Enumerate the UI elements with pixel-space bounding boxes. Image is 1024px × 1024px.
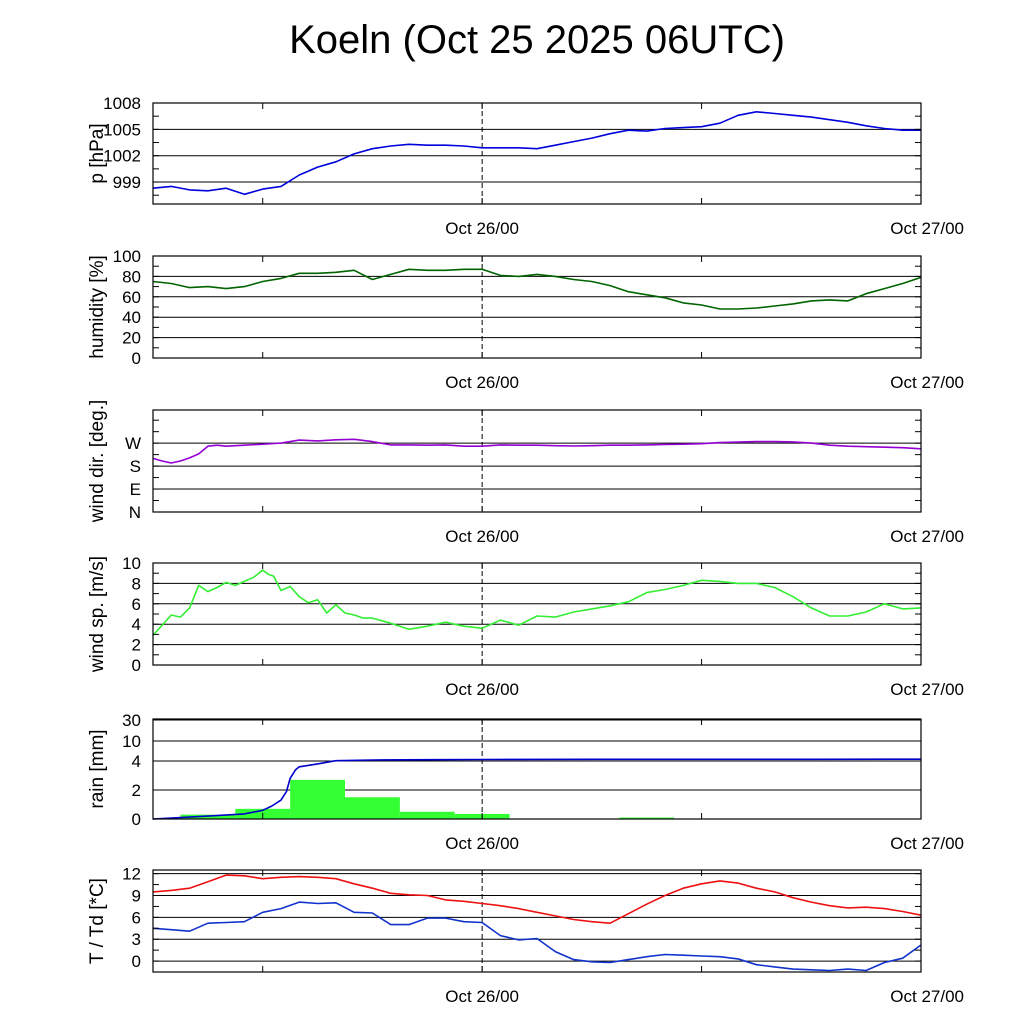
pressure-ytick-label: 1002: [103, 147, 141, 166]
humidity-series-line: [152, 268, 922, 310]
pressure-xtick-label: Oct 26/00: [445, 219, 519, 238]
humidity-axis-label: humidity [%]: [87, 255, 108, 358]
rain-xtick-label: Oct 26/00: [445, 834, 519, 853]
temperature-axis-label: T / Td [*C]: [87, 878, 108, 964]
pressure-series-line: [152, 111, 921, 196]
temperature-ytick-label: 6: [132, 908, 141, 927]
rain-ytick-label: 10: [122, 732, 141, 751]
temperature-ytick-label: 12: [122, 865, 141, 884]
wind_speed-ytick-label: 0: [132, 656, 141, 675]
rain-xtick-label: Oct 27/00: [890, 834, 964, 853]
accumulated-rain-series-line: [152, 758, 922, 820]
temperature-xtick-label: Oct 26/00: [445, 987, 519, 1006]
wind_dir-plot-frame: [152, 409, 922, 513]
humidity-xtick-label: Oct 27/00: [890, 373, 964, 392]
wind_dir-ytick-label: S: [130, 457, 141, 476]
td-series-line: [152, 901, 922, 972]
wind_speed-ytick-label: 8: [132, 574, 141, 593]
temperature-xtick-label: Oct 27/00: [890, 987, 964, 1006]
wind_speed-ytick-label: 10: [122, 554, 141, 573]
chart-title: Koeln (Oct 25 2025 06UTC): [289, 18, 785, 62]
wind_speed-panel: 02 46 810 Oct 26/00 Oct 27/00 wind sp. [m/s]: [87, 554, 964, 699]
temperature-plot-frame: [152, 869, 922, 973]
wind_speed-ytick-label: 2: [132, 636, 141, 655]
temperature-ytick-label: 3: [132, 930, 141, 949]
wind_dir-axis-label: wind dir. [deg.]: [87, 400, 108, 524]
wind-direction-series-line: [152, 438, 922, 464]
wind_speed-ytick-label: 4: [132, 615, 141, 634]
wind_speed-xtick-label: Oct 27/00: [890, 680, 964, 699]
wind_speed-plot-frame: [152, 562, 922, 666]
wind_speed-axis-label: wind sp. [m/s]: [87, 556, 108, 673]
pressure-panel: 999 1002 1005 1008 Oct 26/00 Oct 27/00 p [hPa]: [87, 94, 964, 238]
humidity-ytick-label: 20: [122, 329, 141, 348]
wind_speed-xtick-label: Oct 26/00: [445, 680, 519, 699]
pressure-ytick-label: 999: [113, 173, 141, 192]
rain-panel: 0 2 410 30 Oct 26/00 Oct 27/00 rain [mm]: [87, 711, 964, 853]
wind_dir-ytick-label: E: [130, 480, 141, 499]
wind_dir-xtick-label: Oct 27/00: [890, 527, 964, 546]
wind_dir-ytick-label: N: [129, 503, 141, 522]
pressure-axis-label: p [hPa]: [87, 123, 108, 183]
wind-speed-series-line: [152, 569, 922, 636]
humidity-ytick-label: 80: [122, 267, 141, 286]
rain-ytick-label: 4: [132, 752, 141, 771]
humidity-ytick-label: 60: [122, 288, 141, 307]
rain-ytick-label: 2: [132, 781, 141, 800]
wind_speed-ytick-label: 6: [132, 595, 141, 614]
temperature-ytick-label: 9: [132, 887, 141, 906]
humidity-plot-frame: [152, 255, 922, 359]
humidity-ytick-label: 40: [122, 308, 141, 327]
temperature-ytick-label: 0: [132, 952, 141, 971]
pressure-plot-frame: [152, 102, 922, 205]
temperature-panel: 0 3 6 9 12 Oct 26/00 Oct 27/00 T / Td [*C]: [87, 865, 964, 1006]
rain-axis-label: rain [mm]: [87, 729, 108, 808]
rain-bar: [290, 779, 345, 819]
rain-bar: [345, 797, 400, 819]
humidity-xtick-label: Oct 26/00: [445, 373, 519, 392]
pressure-xtick-label: Oct 27/00: [890, 219, 964, 238]
humidity-ytick-label: 0: [132, 349, 141, 368]
rain-ytick-label: 30: [122, 711, 141, 730]
t-series-line: [152, 874, 922, 925]
rain-ytick-label: 0: [132, 810, 141, 829]
rain-plot-frame: [152, 718, 922, 820]
wind_dir-ytick-label: W: [125, 434, 141, 453]
rain-bar: [399, 811, 455, 819]
pressure-ytick-label: 1005: [103, 120, 141, 139]
wind_dir-xtick-label: Oct 26/00: [445, 527, 519, 546]
humidity-ytick-label: 100: [113, 247, 141, 266]
rain-bar: [619, 817, 675, 819]
pressure-ytick-label: 1008: [103, 94, 141, 113]
